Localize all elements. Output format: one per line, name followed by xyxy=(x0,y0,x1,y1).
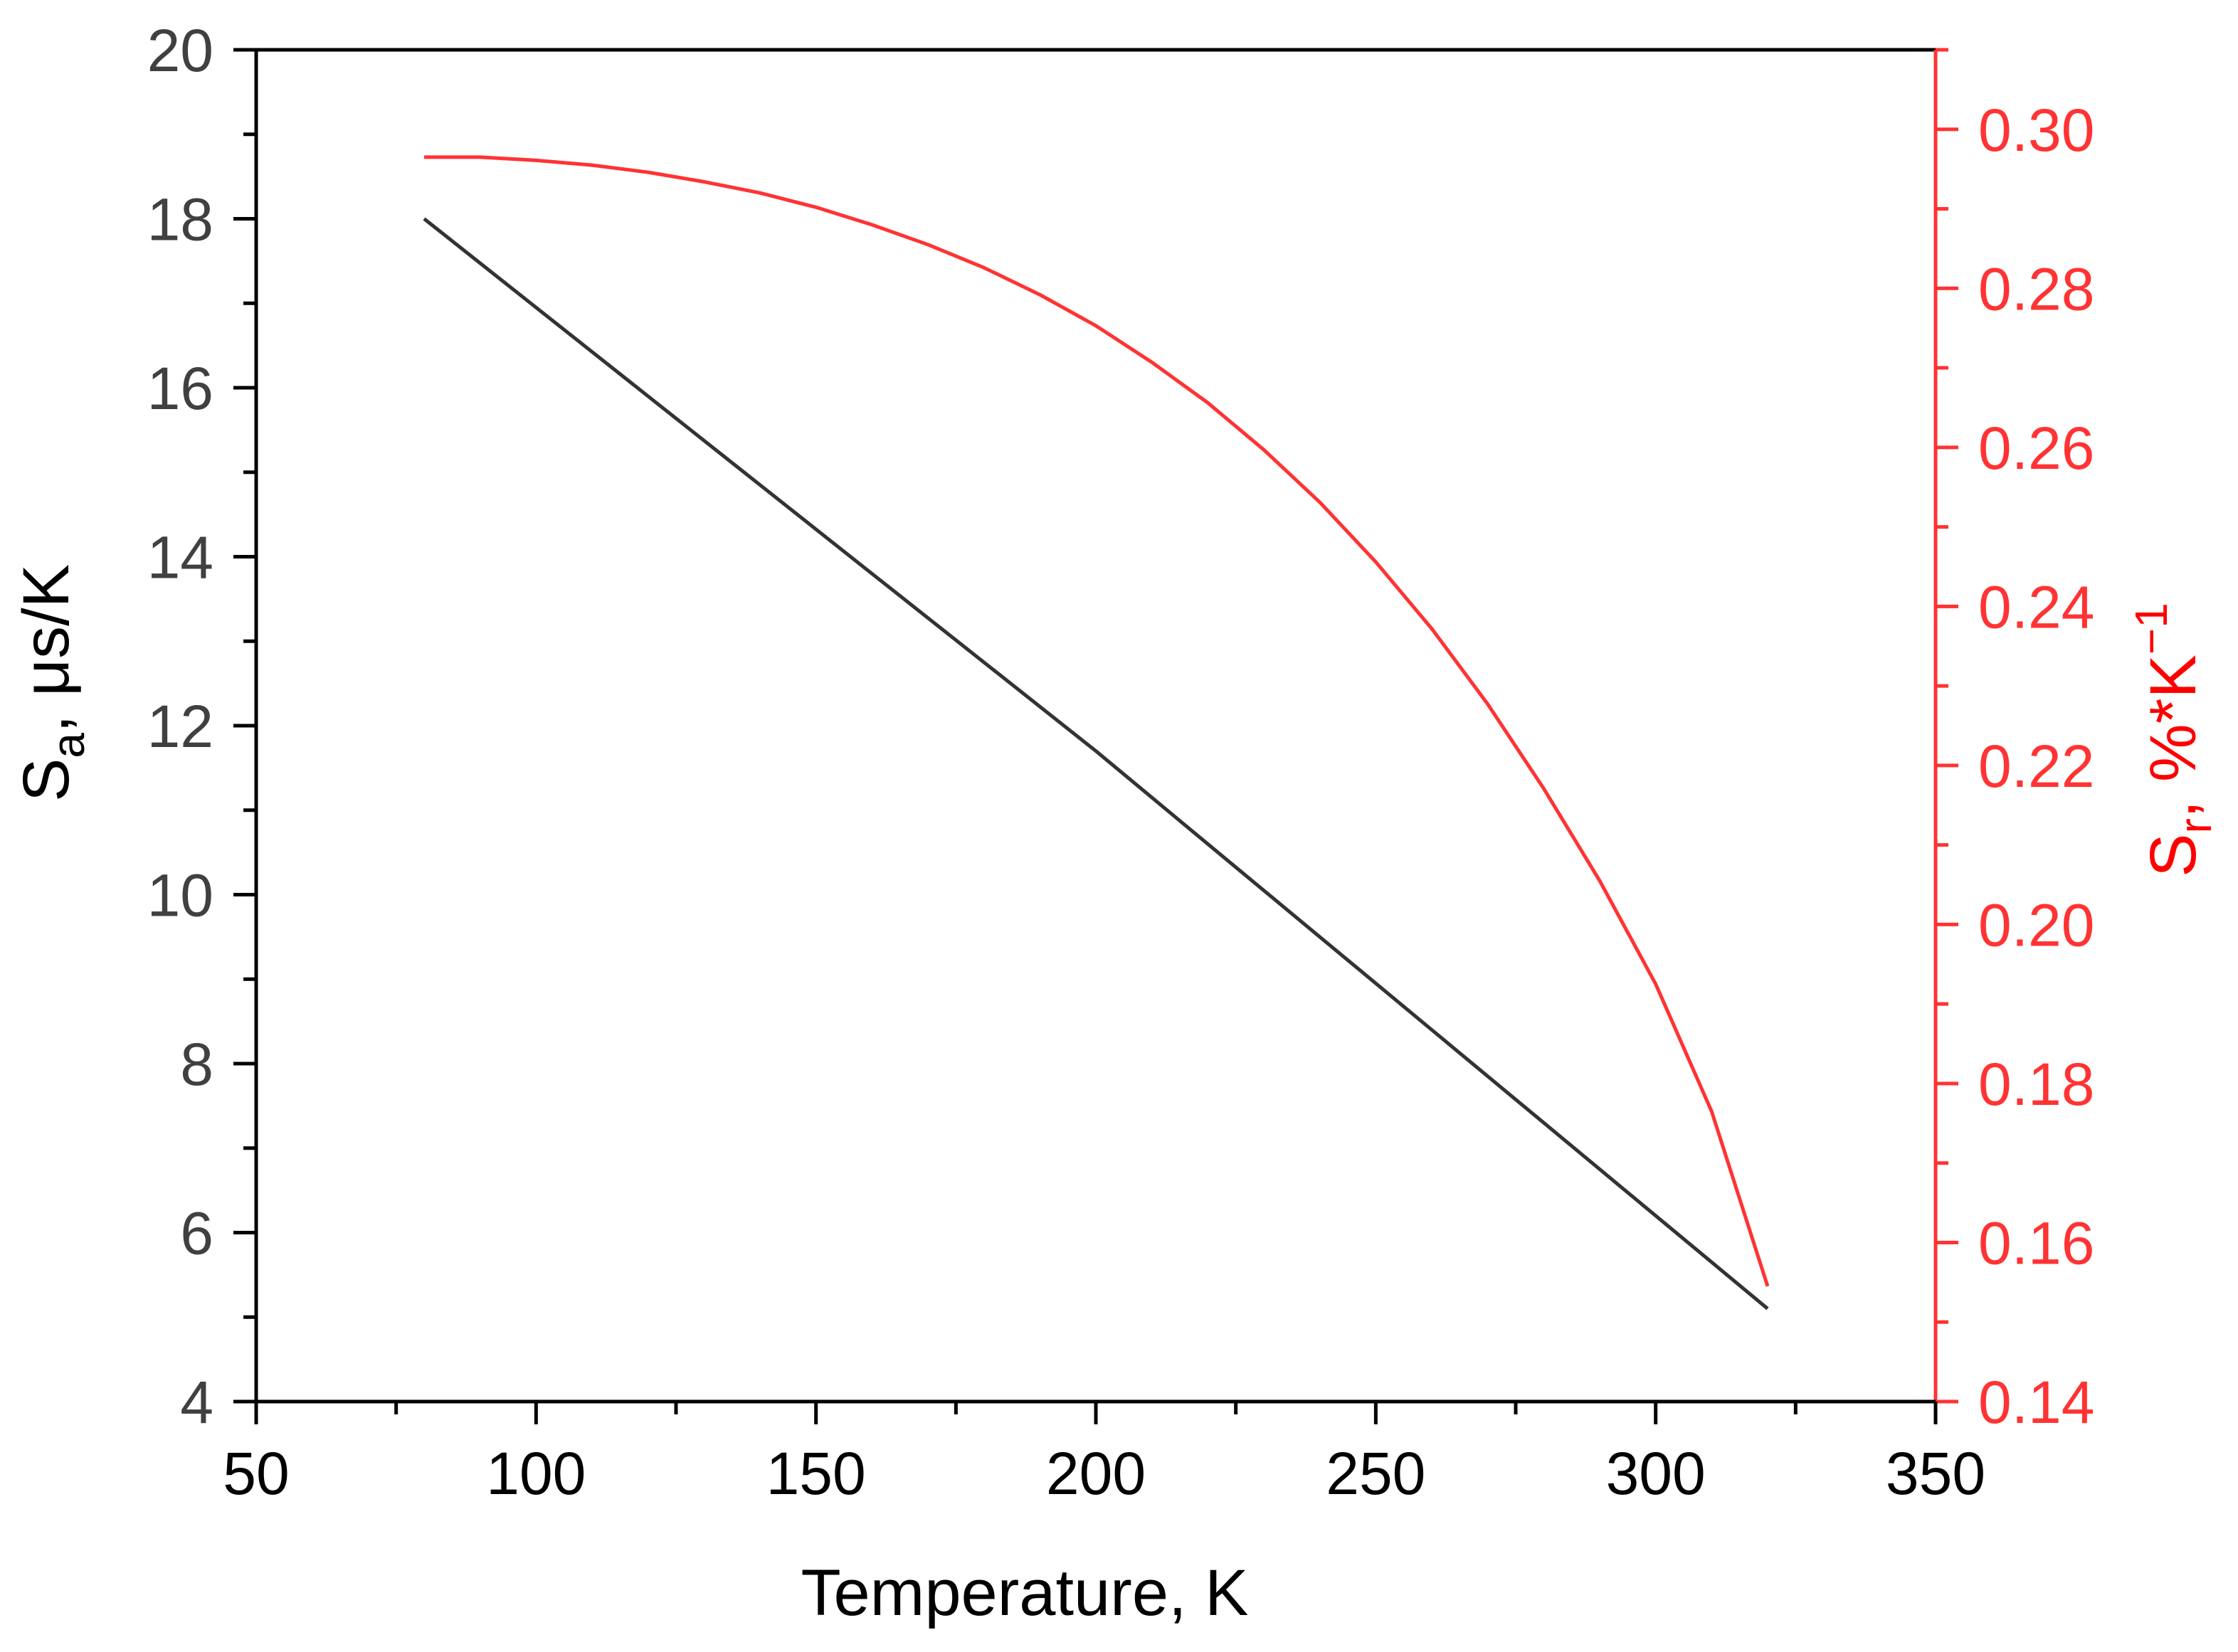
right-tick-label: 0.18 xyxy=(1978,1051,2095,1118)
plot-frame xyxy=(256,50,1936,1402)
x-tick-label: 200 xyxy=(1046,1440,1146,1507)
x-axis-title: Temperature, K xyxy=(801,1557,1249,1629)
right-axis-title-main: S xyxy=(2137,834,2210,877)
x-tick-label: 50 xyxy=(223,1440,289,1507)
x-tick-label: 350 xyxy=(1886,1440,1985,1507)
series-line-sa xyxy=(423,217,1769,1311)
x-tick-label: 150 xyxy=(766,1440,866,1507)
right-tick-label: 0.22 xyxy=(1978,733,2095,800)
right-tick-label: 0.26 xyxy=(1978,415,2095,482)
left-tick-label: 4 xyxy=(180,1369,213,1436)
left-tick-label: 8 xyxy=(180,1031,213,1098)
left-tick-label: 16 xyxy=(147,355,213,422)
series-line-sr xyxy=(424,155,1770,1287)
left-axis: 4 6 8 10 12 14 16 18 20 xyxy=(147,17,1936,1436)
x-tick-label: 100 xyxy=(486,1440,586,1507)
x-tick-label: 250 xyxy=(1326,1440,1425,1507)
left-axis-title-sub: a xyxy=(43,733,94,758)
right-axis-title-sup: −1 xyxy=(2126,603,2177,655)
x-tick-label: 300 xyxy=(1606,1440,1706,1507)
bottom-axis: 50 100 150 200 250 300 350 xyxy=(223,1399,1985,1507)
left-axis-title-rest: , μs/K xyxy=(10,564,83,733)
right-tick-label: 0.28 xyxy=(1978,255,2095,322)
right-axis-title-sub: r xyxy=(2170,818,2221,833)
left-axis-title: Sa, μs/K xyxy=(10,564,94,802)
left-axis-title-main: S xyxy=(10,758,83,802)
right-axis-title: Sr, %*K−1 xyxy=(2126,603,2221,877)
right-axis: 0.14 0.16 0.18 0.20 0.22 0.24 0.26 0.28 0.30 xyxy=(1933,48,2095,1436)
series-layer xyxy=(423,155,1770,1311)
left-tick-label: 18 xyxy=(147,186,213,253)
right-tick-label: 0.24 xyxy=(1978,573,2095,640)
right-tick-label: 0.30 xyxy=(1978,97,2095,164)
right-tick-label: 0.16 xyxy=(1978,1209,2095,1276)
left-tick-label: 12 xyxy=(147,693,213,760)
right-tick-label: 0.14 xyxy=(1978,1369,2095,1436)
left-tick-label: 10 xyxy=(147,862,213,929)
left-tick-label: 6 xyxy=(180,1200,213,1267)
right-tick-label: 0.20 xyxy=(1978,891,2095,958)
left-tick-label: 20 xyxy=(147,17,213,84)
left-tick-label: 14 xyxy=(147,524,213,591)
right-axis-title-mid: , %*K xyxy=(2137,655,2210,818)
